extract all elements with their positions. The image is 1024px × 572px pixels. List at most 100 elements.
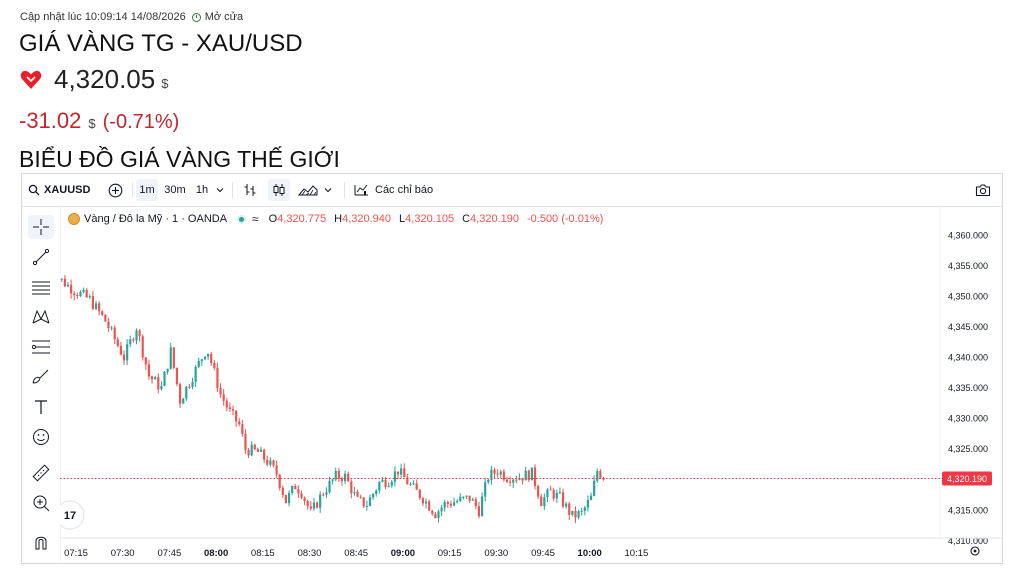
chart-widget[interactable]: XAUUSD 1m 30m 1h Các chỉ báo — [21, 173, 1003, 564]
candle — [138, 329, 141, 342]
settings-gear-icon[interactable] — [970, 546, 980, 556]
magnet-tool[interactable] — [28, 530, 54, 554]
candle — [456, 498, 459, 504]
interval-menu-button[interactable] — [214, 179, 226, 201]
candle — [428, 499, 431, 512]
chart-toolbar: XAUUSD 1m 30m 1h Các chỉ báo — [22, 174, 1002, 207]
candle — [418, 489, 421, 500]
candle — [502, 469, 505, 482]
candle — [110, 325, 113, 331]
symbol-search-button[interactable]: XAUUSD — [28, 179, 98, 201]
compare-button[interactable] — [104, 179, 126, 201]
candles-icon — [273, 184, 285, 196]
candle — [163, 370, 166, 387]
candle — [213, 359, 216, 371]
candle — [459, 493, 462, 503]
candle — [325, 487, 328, 499]
candle — [309, 501, 312, 511]
price-row: 4,320.05 $ — [20, 64, 168, 95]
trend-line-tool[interactable] — [28, 245, 54, 269]
symbol-label: XAUUSD — [44, 184, 91, 196]
snapshot-button[interactable] — [972, 179, 994, 201]
fib-tool[interactable] — [28, 335, 54, 359]
candle — [337, 467, 340, 482]
price-tick-label: 4,315.000 — [948, 505, 988, 515]
legend-low: L4,320.105 — [399, 213, 455, 225]
candle — [599, 468, 602, 480]
indicators-button[interactable]: Các chỉ báo — [354, 179, 440, 201]
candle — [300, 490, 303, 500]
candle — [477, 501, 481, 519]
interval-30m-button[interactable]: 30m — [162, 179, 188, 201]
indicators-icon — [354, 184, 368, 196]
candle — [381, 477, 384, 483]
candle — [362, 497, 365, 509]
candle — [543, 493, 546, 510]
emoji-tool[interactable] — [28, 425, 54, 449]
candle — [493, 467, 496, 478]
candle — [194, 365, 197, 388]
candle — [331, 478, 334, 485]
candle — [235, 410, 238, 427]
text-tool[interactable] — [28, 395, 54, 419]
candle — [219, 383, 222, 398]
candle — [552, 488, 555, 502]
interval-1m-button[interactable]: 1m — [136, 179, 158, 201]
horizontal-lines-tool[interactable] — [28, 275, 54, 299]
candle — [66, 282, 70, 288]
candle — [409, 482, 412, 486]
candle — [88, 294, 91, 300]
last-price-line: 4,320.190 — [60, 471, 992, 486]
price-tick-label: 4,345.000 — [948, 322, 988, 332]
time-tick-label: 08:30 — [298, 548, 322, 559]
candle — [85, 288, 88, 298]
brush-tool[interactable] — [28, 365, 54, 389]
market-open-dot-icon — [237, 214, 247, 224]
zoom-in-icon — [33, 495, 50, 512]
emoji-icon — [33, 429, 49, 445]
candle — [231, 405, 235, 416]
candle — [403, 463, 406, 478]
pattern-tool[interactable] — [28, 305, 54, 329]
candle — [540, 493, 543, 507]
candles-button[interactable] — [268, 179, 290, 201]
candle — [294, 483, 297, 490]
candle — [160, 381, 163, 391]
candle — [319, 491, 322, 513]
time-tick-label: 07:15 — [64, 548, 88, 559]
candle — [518, 473, 521, 481]
crosshair-icon — [33, 219, 49, 235]
ruler-tool[interactable] — [28, 461, 54, 485]
candle — [384, 477, 387, 490]
bar-style-button[interactable] — [240, 179, 260, 201]
candle — [238, 417, 241, 427]
candle — [98, 301, 101, 316]
ruler-icon — [32, 464, 50, 482]
interval-30m-label: 30m — [164, 184, 186, 196]
candle — [496, 469, 499, 478]
interval-1h-button[interactable]: 1h — [192, 179, 212, 201]
candle — [499, 469, 502, 479]
candle — [253, 443, 256, 451]
candle — [400, 463, 403, 479]
zoom-tool[interactable] — [28, 491, 54, 515]
last-price-tag — [942, 471, 992, 486]
candle — [275, 460, 278, 478]
candle — [480, 492, 484, 517]
candle — [101, 310, 104, 317]
candle — [129, 335, 132, 348]
candle — [359, 494, 362, 499]
area-style-button[interactable] — [296, 179, 320, 201]
bar-style-icon — [244, 184, 256, 196]
candle — [244, 429, 247, 454]
crosshair-tool[interactable] — [28, 215, 54, 239]
candle — [241, 419, 244, 437]
candle — [396, 471, 400, 480]
chart-type-menu-button[interactable] — [322, 179, 334, 201]
fib-icon — [31, 340, 50, 354]
time-tick-label: 10:15 — [625, 548, 649, 559]
candle — [424, 498, 428, 509]
candlestick-chart[interactable]: 4,360.000 4,355.000 4,350.000 4,345.000 4,34… — [60, 206, 1002, 563]
candle — [393, 466, 396, 487]
candle — [188, 383, 191, 390]
